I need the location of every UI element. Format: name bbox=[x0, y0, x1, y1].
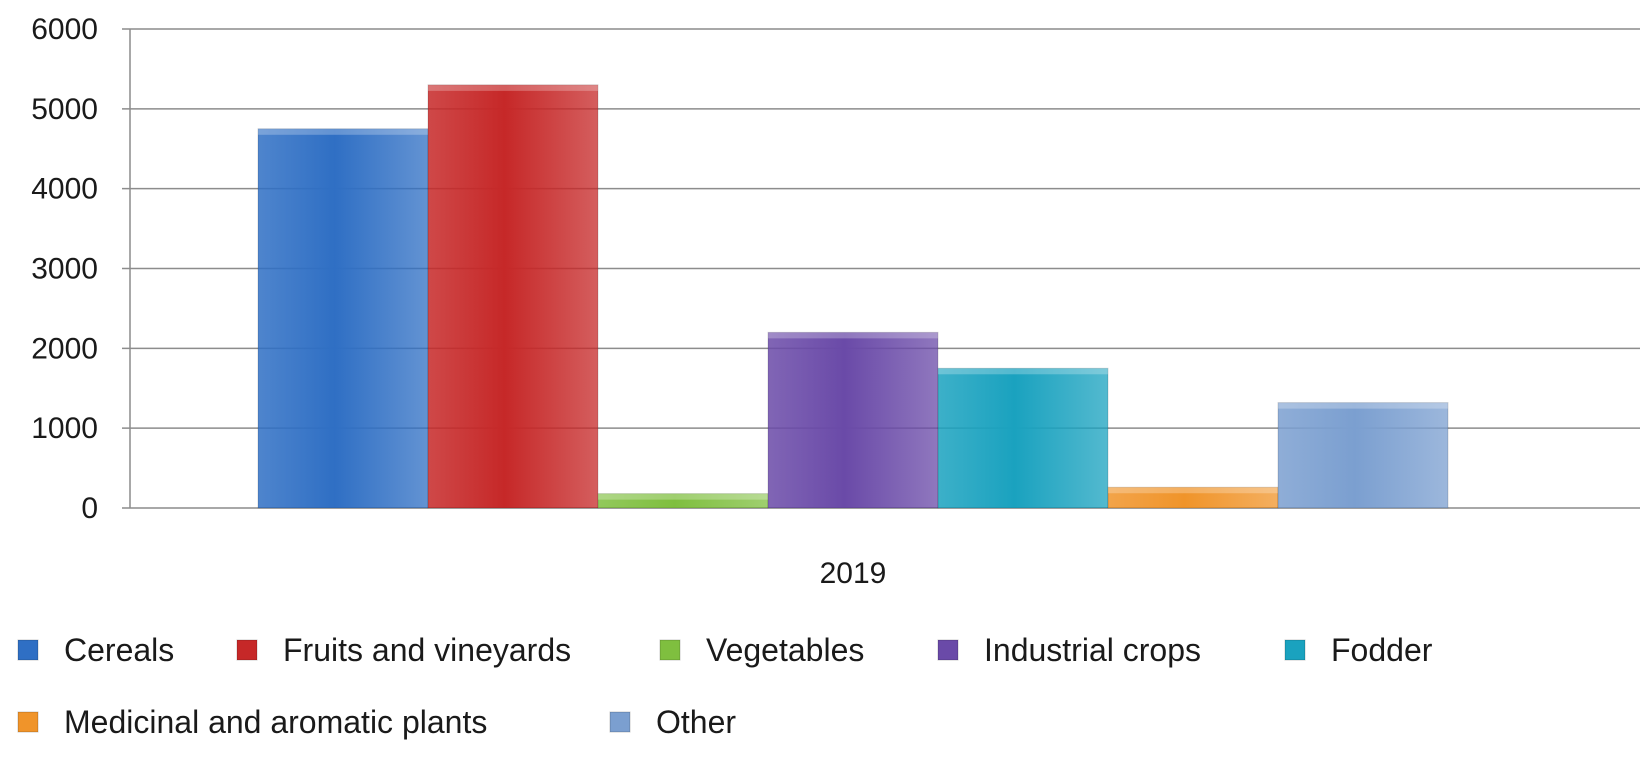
bar-highlight-fruits-and-vineyards bbox=[428, 84, 598, 91]
bar-highlight-medicinal-and-aromatic-plants bbox=[1108, 487, 1278, 494]
bar-highlight-vegetables bbox=[598, 493, 768, 500]
legend-label-fodder: Fodder bbox=[1331, 632, 1433, 668]
legend-swatch-medicinal-and-aromatic-plants bbox=[17, 711, 39, 733]
bar-other bbox=[1277, 402, 1449, 509]
legend-swatch-vegetables bbox=[659, 639, 681, 661]
bar-fodder bbox=[937, 367, 1109, 509]
bar-highlight-other bbox=[1278, 402, 1448, 409]
x-tick-label-2019: 2019 bbox=[820, 557, 887, 590]
y-tick-label-0: 0 bbox=[81, 492, 98, 525]
y-tick-label-5000: 5000 bbox=[31, 93, 98, 126]
bar-highlight-cereals bbox=[258, 128, 428, 135]
y-tick-label-2000: 2000 bbox=[31, 332, 98, 365]
legend-swatch-cereals bbox=[17, 639, 39, 661]
legend-label-fruits-and-vineyards: Fruits and vineyards bbox=[283, 632, 571, 668]
legend-swatch-industrial-crops bbox=[937, 639, 959, 661]
x-tick-labels: 2019 bbox=[820, 557, 887, 590]
legend-swatch-fruits-and-vineyards bbox=[236, 639, 258, 661]
legend-label-vegetables: Vegetables bbox=[706, 632, 864, 668]
legend: Cereals Fruits and vineyards Vegetables Ind… bbox=[17, 632, 1433, 740]
bar-cereals bbox=[257, 128, 429, 509]
y-tick-label-4000: 4000 bbox=[31, 173, 98, 206]
legend-swatch-other bbox=[609, 711, 631, 733]
legend-label-other: Other bbox=[656, 704, 736, 740]
y-tick-label-6000: 6000 bbox=[31, 13, 98, 46]
bar-highlight-fodder bbox=[938, 368, 1108, 375]
bar-industrial-crops bbox=[767, 331, 939, 509]
bar-highlight-industrial-crops bbox=[768, 332, 938, 339]
y-tick-label-1000: 1000 bbox=[31, 412, 98, 445]
legend-label-medicinal-and-aromatic-plants: Medicinal and aromatic plants bbox=[64, 704, 487, 740]
legend-label-industrial-crops: Industrial crops bbox=[984, 632, 1201, 668]
y-tick-labels: 0 1000 2000 3000 4000 5000 6000 bbox=[31, 13, 98, 525]
bars bbox=[257, 84, 1449, 509]
y-tick-label-3000: 3000 bbox=[31, 253, 98, 286]
legend-label-cereals: Cereals bbox=[64, 632, 174, 668]
bar-fruits-and-vineyards bbox=[427, 84, 599, 509]
legend-swatch-fodder bbox=[1284, 639, 1306, 661]
